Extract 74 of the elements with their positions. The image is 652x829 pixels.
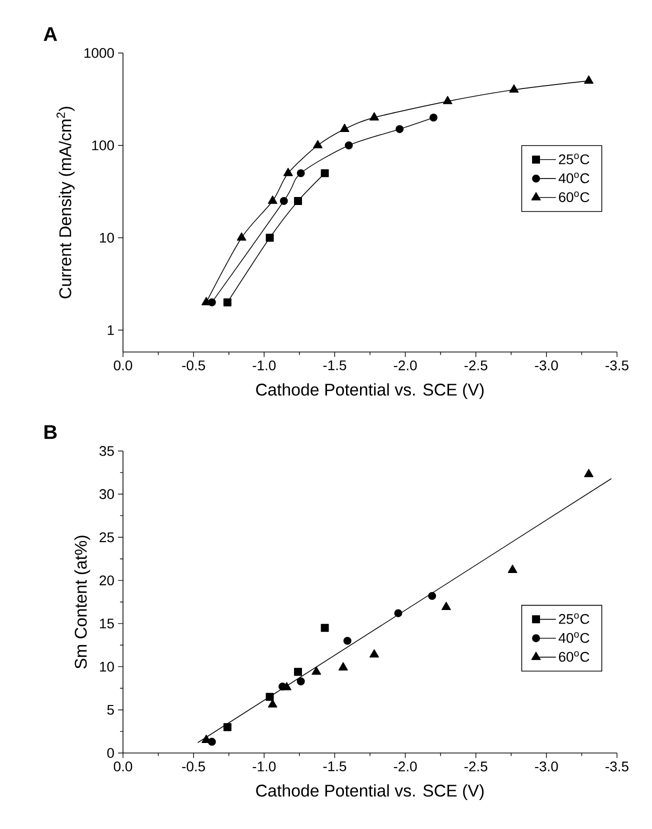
x-tick-label: -2.5 (464, 762, 488, 772)
point (236, 232, 246, 241)
x-tick-label: -0.5 (182, 762, 205, 772)
point (313, 140, 322, 148)
point (442, 602, 451, 610)
x-tick-label: -1.0 (252, 360, 276, 370)
y-tick-label: 25 (100, 532, 114, 542)
point (266, 692, 274, 701)
point (394, 609, 402, 618)
legend-label: 25$^{o}$C (558, 613, 590, 624)
point (338, 662, 348, 670)
point (283, 168, 293, 176)
point (268, 196, 278, 204)
x-tick-label: -1.0 (252, 762, 276, 772)
x-tick-label: -0.5 (182, 360, 205, 370)
point (370, 112, 379, 120)
y-tick-label: 35 (99, 446, 114, 456)
y-axis-title: Current Density (mA/cm$^{2}$) (56, 106, 75, 298)
point (266, 234, 274, 242)
chart-title: B (44, 425, 57, 439)
x-tick-label: -1.5 (323, 360, 346, 370)
point (268, 699, 278, 708)
point (430, 114, 438, 122)
legend-label: 40$^{o}$C (558, 172, 590, 184)
y-tick-label: 10 (100, 662, 114, 672)
point (312, 666, 322, 675)
point (294, 197, 302, 205)
x-tick-label: -2.0 (394, 762, 417, 772)
point (320, 169, 329, 178)
legend-label: 60$^{o}$C (558, 651, 590, 662)
x-tick-label: -3.5 (606, 762, 628, 772)
point (294, 668, 302, 676)
point (280, 197, 288, 205)
y-tick-label: 100 (92, 140, 114, 150)
x-tick-label: -2.5 (464, 360, 488, 370)
point (428, 592, 436, 600)
point (343, 636, 352, 645)
y-tick-label: 15 (100, 618, 114, 628)
point (442, 96, 452, 104)
x-tick-label: -3.0 (535, 762, 558, 772)
legend-label: 40$^{o}$C (558, 632, 590, 643)
y-axis-title: Sm Content (at%) (74, 536, 90, 669)
x-tick-label: -3.5 (606, 360, 628, 370)
point (370, 649, 379, 658)
point (223, 298, 232, 306)
chart-title: A (44, 27, 58, 41)
y-tick-label: 20 (100, 575, 114, 586)
point (282, 682, 292, 690)
point (340, 124, 350, 132)
point (296, 169, 305, 178)
point (584, 75, 594, 84)
x-tick-label: -1.5 (323, 762, 346, 772)
x-axis-title: Cathode Potential vs. SCE (V) (256, 784, 484, 800)
legend-label: 25$^{o}$C (558, 154, 590, 164)
point (508, 564, 518, 573)
x-axis-title: Cathode Potential vs. SCE (V) (256, 383, 484, 399)
point (584, 468, 594, 478)
point (509, 84, 519, 93)
y-tick-label: 5 (107, 704, 114, 715)
legend-label: 60$^{o}$C (558, 192, 590, 202)
y-tick-label: 10 (100, 232, 114, 243)
x-tick-label: 0.0 (114, 762, 132, 772)
point (396, 125, 404, 134)
y-tick-label: 1 (108, 325, 114, 335)
y-tick-label: 30 (99, 489, 114, 500)
x-tick-label: -3.0 (535, 360, 558, 370)
point (320, 624, 329, 632)
x-tick-label: -2.0 (394, 360, 417, 370)
y-tick-label: 1000 (84, 48, 114, 58)
point (296, 677, 305, 686)
y-tick-label: 0 (107, 748, 114, 758)
point (344, 141, 353, 150)
point (223, 723, 232, 732)
x-tick-label: 0.0 (114, 360, 132, 370)
